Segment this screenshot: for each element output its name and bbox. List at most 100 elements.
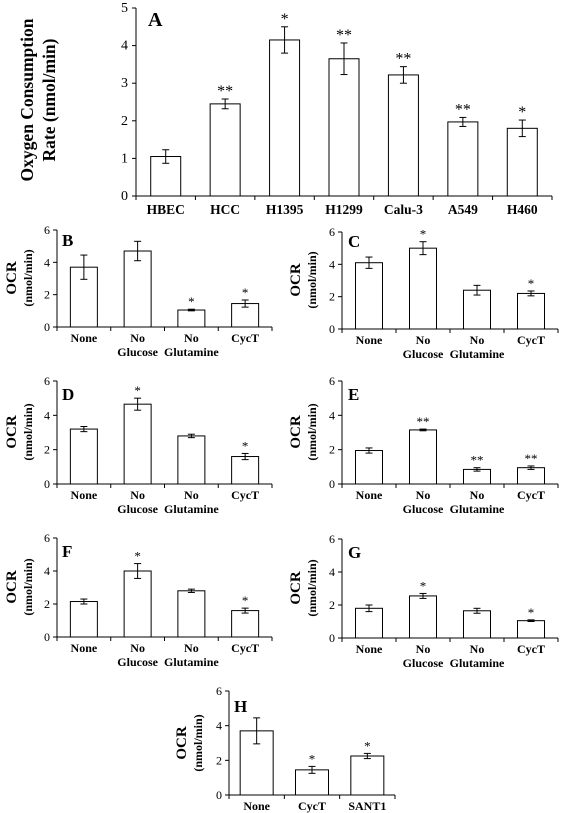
significance-marker: * bbox=[242, 593, 249, 608]
category-sublabel: Glucose bbox=[403, 347, 444, 361]
category-label: No bbox=[130, 331, 145, 345]
category-label: None bbox=[356, 488, 383, 502]
significance-marker: * bbox=[528, 276, 535, 291]
bar bbox=[409, 247, 437, 330]
significance-marker: * bbox=[528, 605, 535, 620]
panel-e: 0246None**NoGlucose**NoGlutamine**CycTEO… bbox=[288, 374, 559, 516]
category-label: No bbox=[470, 642, 485, 656]
significance-marker: * bbox=[134, 383, 141, 398]
y-tick-label: 0 bbox=[329, 477, 335, 491]
y-axis-label: OCR (nmol/min) bbox=[288, 559, 319, 616]
bar bbox=[409, 595, 437, 639]
category-label: CycT bbox=[517, 488, 545, 502]
category-sublabel: Glucose bbox=[117, 502, 158, 516]
y-tick-label: 6 bbox=[44, 223, 50, 237]
y-tick-label: 6 bbox=[216, 684, 222, 698]
category-sublabel: Glutamine bbox=[164, 502, 219, 516]
y-axis-label-line: (nmol/min) bbox=[21, 249, 35, 306]
significance-marker: ** bbox=[525, 451, 538, 466]
category-sublabel: Glucose bbox=[403, 502, 444, 516]
category-label: No bbox=[130, 641, 145, 655]
significance-marker: * bbox=[134, 549, 141, 564]
category-sublabel: Glutamine bbox=[164, 655, 219, 669]
y-tick-label: 0 bbox=[329, 322, 335, 336]
bar bbox=[177, 435, 206, 485]
category-label: No bbox=[470, 488, 485, 502]
category-label: CycT bbox=[298, 799, 326, 813]
panel-label: G bbox=[348, 543, 361, 562]
y-tick-label: 2 bbox=[329, 290, 335, 304]
category-label: HCC bbox=[210, 202, 240, 217]
panel-a: 0 1 2 3 4 5 HBEC ** HCC * H1395 ** H1299 ** Calu-3 ** A5… bbox=[17, 1, 553, 217]
significance-marker: * bbox=[420, 578, 427, 593]
bar bbox=[447, 121, 479, 197]
category-label: No bbox=[416, 333, 431, 347]
y-axis-label: OCR (nmol/min) bbox=[4, 558, 35, 615]
panel-label: E bbox=[348, 385, 359, 404]
y-tick-label: 2 bbox=[44, 288, 50, 302]
y-tick-label: 2 bbox=[121, 114, 128, 129]
y-axis-label-line: (nmol/min) bbox=[21, 403, 35, 460]
bar bbox=[295, 769, 329, 796]
bar bbox=[123, 403, 152, 485]
y-tick-label: 6 bbox=[44, 531, 50, 545]
category-label: SANT1 bbox=[348, 799, 386, 813]
bar bbox=[463, 610, 491, 639]
significance-marker: ** bbox=[336, 27, 352, 44]
y-tick-label: 6 bbox=[329, 374, 335, 388]
y-tick-label: 6 bbox=[44, 374, 50, 388]
y-tick-label: 6 bbox=[329, 532, 335, 546]
category-label: None bbox=[71, 331, 98, 345]
y-tick-label: 2 bbox=[216, 753, 222, 767]
y-axis-label-line: OCR bbox=[288, 571, 304, 605]
y-tick-label: 2 bbox=[329, 443, 335, 457]
bar bbox=[409, 429, 437, 485]
category-sublabel: Glucose bbox=[117, 345, 158, 359]
y-axis-label-line: (nmol/min) bbox=[21, 558, 35, 615]
significance-marker: * bbox=[281, 11, 289, 28]
bar bbox=[328, 58, 360, 197]
y-axis-label: OCR (nmol/min) bbox=[174, 714, 205, 771]
category-label: CycT bbox=[517, 642, 545, 656]
bar bbox=[350, 755, 385, 796]
y-axis-label-line: OCR bbox=[4, 570, 20, 604]
panel-label: A bbox=[148, 9, 163, 31]
y-tick-label: 6 bbox=[329, 225, 335, 239]
y-axis-label-line: Rate (nmol/min) bbox=[39, 38, 59, 161]
category-label: No bbox=[184, 331, 199, 345]
panel-label: C bbox=[348, 232, 360, 251]
significance-marker: * bbox=[188, 294, 195, 309]
y-axis-label-line: OCR bbox=[288, 415, 304, 449]
bar bbox=[69, 428, 98, 485]
y-tick-label: 1 bbox=[121, 151, 128, 166]
category-label: No bbox=[416, 642, 431, 656]
category-sublabel: Glutamine bbox=[450, 656, 505, 670]
category-label: A549 bbox=[448, 202, 478, 217]
significance-marker: * bbox=[309, 751, 316, 766]
bar bbox=[355, 607, 383, 639]
y-axis-label-line: (nmol/min) bbox=[305, 559, 319, 616]
category-label: No bbox=[184, 488, 199, 502]
y-tick-label: 4 bbox=[329, 257, 335, 271]
y-tick-label: 4 bbox=[329, 408, 335, 422]
bar bbox=[231, 610, 260, 638]
significance-marker: * bbox=[518, 104, 526, 121]
y-tick-label: 0 bbox=[44, 477, 50, 491]
y-tick-label: 0 bbox=[329, 631, 335, 645]
y-tick-label: 4 bbox=[216, 719, 222, 733]
category-label: None bbox=[71, 641, 98, 655]
category-label: H1395 bbox=[266, 202, 304, 217]
bar bbox=[517, 467, 545, 485]
panel-label: H bbox=[234, 697, 247, 716]
bar bbox=[355, 262, 383, 330]
y-tick-label: 4 bbox=[44, 408, 50, 422]
significance-marker: * bbox=[420, 227, 427, 242]
y-axis-label-line: OCR bbox=[4, 261, 20, 295]
category-label: None bbox=[71, 488, 98, 502]
panel-label: F bbox=[62, 542, 72, 561]
significance-marker: ** bbox=[455, 101, 471, 118]
